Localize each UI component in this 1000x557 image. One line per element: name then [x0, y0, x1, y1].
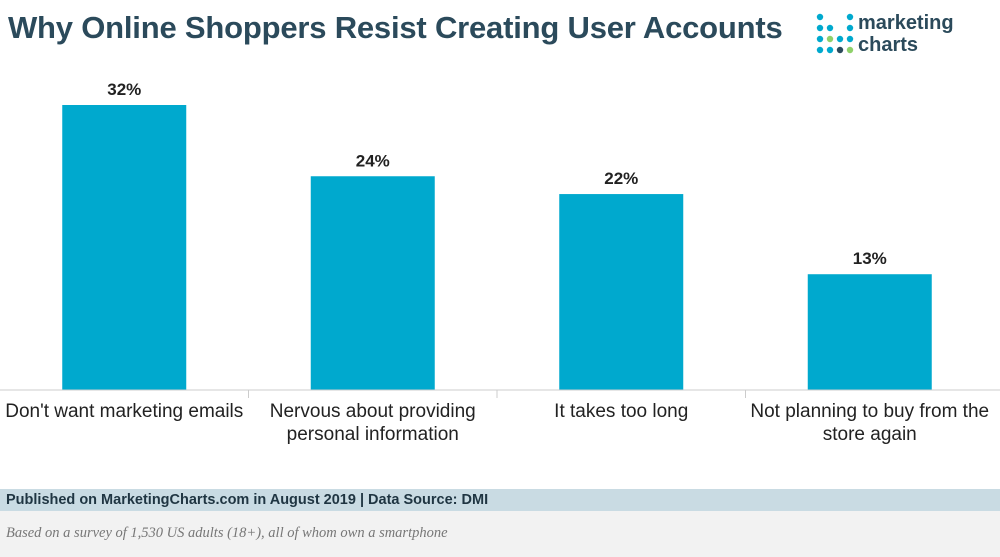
footer-note-background [0, 511, 1000, 557]
bar-3 [559, 194, 684, 390]
footer-source: Published on MarketingCharts.com in Augu… [6, 492, 489, 508]
bar-chart: 32% 24% 22% 13% [0, 80, 1000, 398]
logo-dot [846, 46, 854, 54]
x-tick-label-2: Nervous about providing personal informa… [269, 401, 476, 445]
x-tick-label-3: It takes too long [554, 401, 689, 422]
logo-text: marketing charts [858, 12, 954, 56]
bar-4 [807, 274, 932, 390]
logo-dot [816, 46, 824, 54]
chart-title: Why Online Shoppers Resist Creating User… [8, 10, 783, 45]
value-label-2: 24% [356, 151, 390, 170]
logo-dot [846, 13, 854, 21]
marketingcharts-logo-icon [816, 13, 854, 54]
logo-dot [846, 24, 854, 32]
footer-source-bar [0, 489, 1000, 511]
value-label-3: 22% [604, 169, 638, 188]
x-tick-label-4: Not planning to buy from the store again [750, 401, 990, 445]
logo-dot [816, 35, 824, 43]
value-label-1: 32% [107, 80, 141, 99]
logo-dot [816, 24, 824, 32]
value-label-4: 13% [853, 249, 887, 268]
logo-dot [836, 35, 844, 43]
logo-dot [826, 24, 834, 32]
logo-dot [826, 46, 834, 54]
bar-2 [310, 176, 435, 390]
logo-dot [836, 46, 844, 54]
x-tick-label-1: Don't want marketing emails [5, 401, 244, 422]
bar-1 [62, 105, 187, 390]
footer-note: Based on a survey of 1,530 US adults (18… [6, 525, 448, 541]
logo-dot [846, 35, 854, 43]
logo-dot [826, 35, 834, 43]
logo-dot [816, 13, 824, 21]
